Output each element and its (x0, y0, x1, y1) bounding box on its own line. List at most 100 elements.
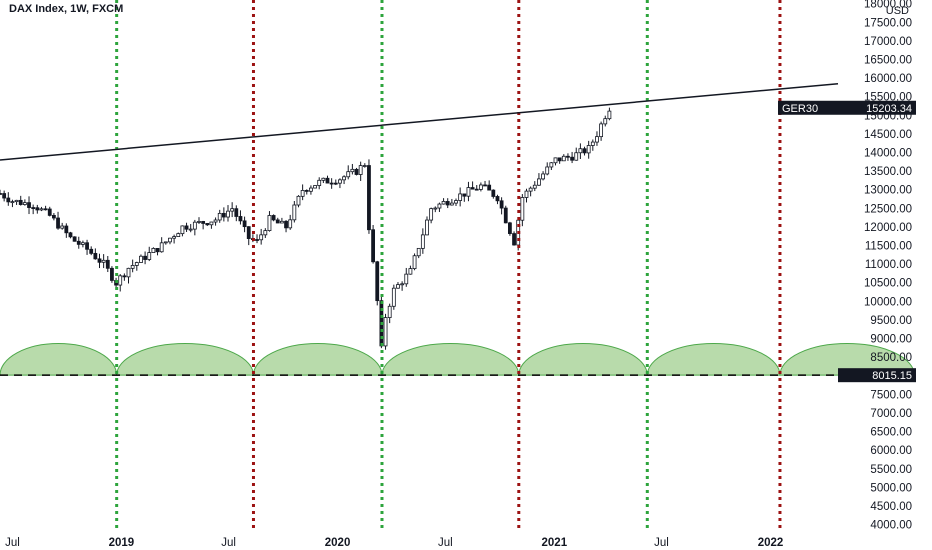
candle (329, 182, 334, 185)
candle (412, 255, 417, 270)
candle (56, 217, 60, 229)
y-tick-label: 17500.00 (864, 17, 912, 29)
candle (387, 305, 392, 318)
candle (445, 201, 450, 206)
candle (288, 219, 293, 229)
candle (226, 210, 230, 218)
candle (524, 190, 529, 198)
y-tick-label: 9000.00 (870, 334, 912, 346)
candle (279, 220, 284, 224)
candle (176, 233, 181, 237)
candle (416, 247, 421, 257)
candle (255, 239, 259, 241)
candle (85, 242, 89, 250)
candle (313, 185, 317, 189)
x-tick-label: Jul (654, 537, 669, 549)
cycle-arc (0, 343, 118, 376)
candle (205, 223, 210, 226)
candle (188, 228, 193, 231)
candle (263, 230, 268, 236)
x-tick-label: Jul (221, 537, 236, 549)
candle (603, 118, 608, 125)
level-badge (838, 368, 916, 383)
y-tick-label: 16500.00 (864, 55, 912, 67)
candle (528, 187, 533, 192)
candle (400, 283, 405, 286)
candle (350, 168, 355, 173)
candle (532, 184, 537, 189)
candle (27, 202, 31, 208)
candle (404, 273, 409, 285)
candle (292, 204, 297, 221)
candle (367, 165, 371, 231)
cycle-arc (116, 343, 254, 376)
candle (271, 215, 276, 221)
candle (147, 252, 152, 260)
y-tick-label: 8500.00 (870, 352, 912, 364)
cycle-arc (518, 343, 648, 376)
candle (81, 242, 85, 245)
candle (163, 241, 168, 244)
candle (595, 136, 599, 143)
candle (541, 173, 545, 180)
candle (267, 215, 272, 232)
candle (180, 225, 185, 235)
level-value: 8015.15 (872, 370, 912, 382)
candle (209, 221, 214, 226)
candle (354, 168, 359, 175)
candle (503, 207, 508, 224)
y-tick-label: 14500.00 (864, 129, 912, 141)
candle (537, 178, 541, 186)
cycle-arc (252, 343, 383, 376)
y-tick-label: 7500.00 (870, 389, 912, 401)
candle (2, 193, 7, 199)
candle (259, 234, 264, 241)
y-tick-label: 15500.00 (864, 92, 912, 104)
candle (425, 219, 429, 236)
candle (72, 236, 77, 242)
candle (105, 259, 110, 269)
y-tick-label: 10500.00 (864, 278, 912, 290)
x-tick-label: 2021 (542, 537, 568, 549)
candle (309, 187, 313, 192)
candle (6, 197, 11, 203)
candle (566, 155, 570, 158)
candle (213, 219, 218, 223)
candle (89, 248, 94, 254)
y-tick-label: 4000.00 (870, 520, 912, 532)
trendline (0, 82, 839, 161)
candle (172, 236, 177, 239)
candle (553, 157, 558, 164)
candle (499, 200, 504, 209)
candle (122, 275, 127, 278)
candle (449, 202, 454, 206)
candle (22, 202, 27, 205)
candle (234, 208, 239, 217)
candle (333, 182, 338, 185)
candle (408, 268, 413, 275)
candle (607, 110, 612, 120)
y-tick-label: 13000.00 (864, 185, 912, 197)
y-tick-label: 12500.00 (864, 203, 912, 215)
candle (284, 220, 288, 229)
candle (64, 225, 69, 234)
candle (143, 255, 147, 260)
candle (545, 166, 550, 175)
last-price-value: 15203.34 (866, 103, 912, 115)
candle (590, 141, 595, 146)
candle (35, 207, 40, 211)
candle (68, 232, 73, 238)
candle (371, 229, 376, 263)
y-tick-label: 11000.00 (865, 259, 912, 271)
candle (586, 145, 591, 154)
candle (391, 287, 396, 307)
y-tick-label: 11500.00 (865, 241, 912, 253)
candle (474, 188, 479, 191)
candle (325, 177, 330, 184)
cycle-arc (381, 343, 520, 376)
candle (10, 201, 15, 204)
candle (508, 222, 512, 234)
candle (470, 187, 475, 190)
candle (396, 284, 400, 289)
